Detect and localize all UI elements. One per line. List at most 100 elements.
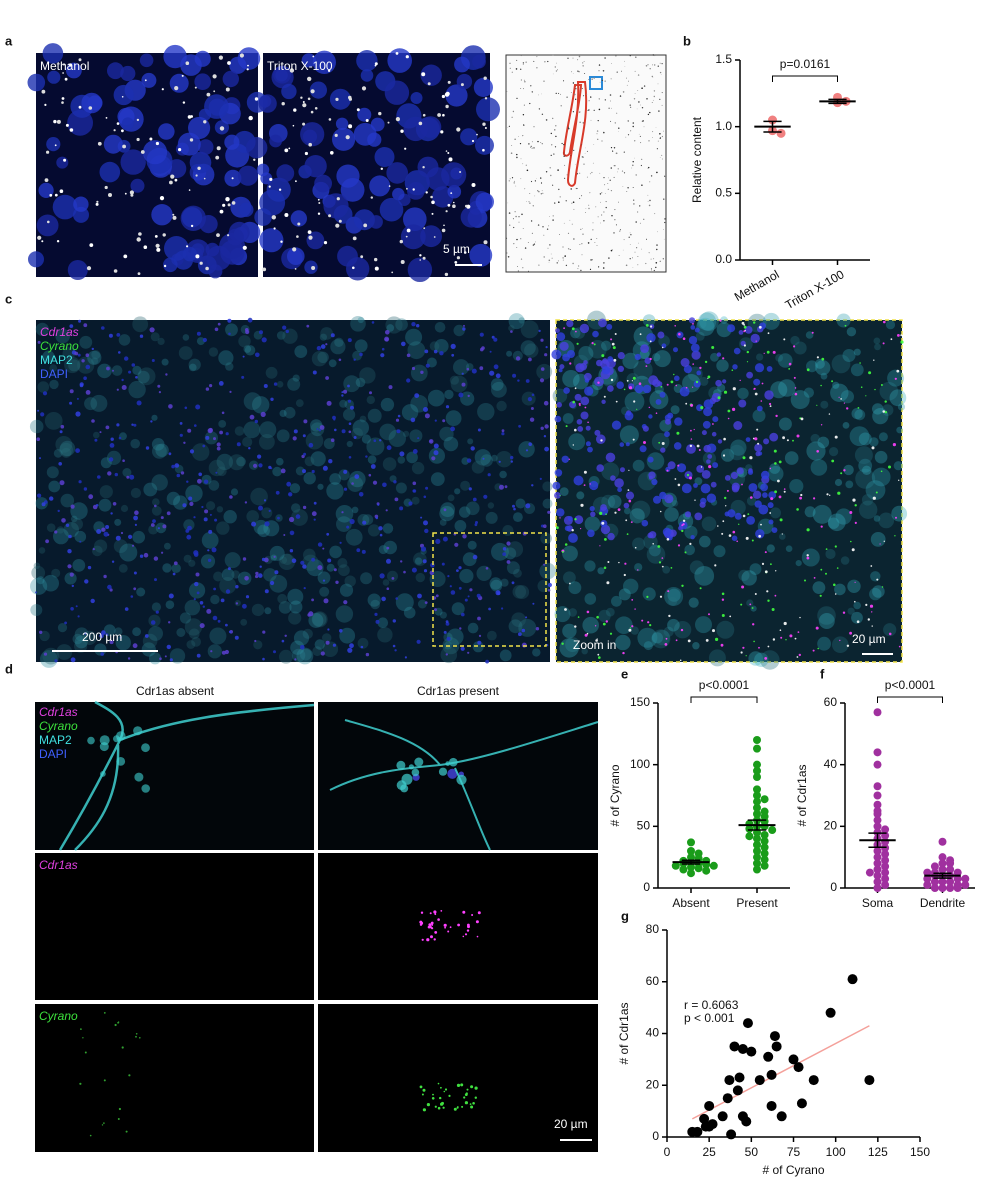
- y-tick-label: 40: [646, 1026, 660, 1040]
- speckle: [547, 582, 553, 588]
- speckle: [811, 331, 814, 334]
- speckle: [637, 569, 639, 571]
- speckle: [638, 101, 640, 103]
- speckle: [533, 60, 535, 62]
- speckle: [780, 636, 783, 639]
- image-zoom: [555, 319, 903, 663]
- speckle: [341, 391, 344, 394]
- speckle: [151, 204, 173, 226]
- speckle: [218, 55, 223, 60]
- speckle: [627, 134, 630, 136]
- speckle: [88, 494, 94, 500]
- speckle: [302, 122, 306, 126]
- data-point: [923, 880, 932, 889]
- speckle: [590, 259, 592, 261]
- speckle: [64, 77, 68, 81]
- speckle: [42, 574, 59, 592]
- speckle: [649, 111, 651, 114]
- speckle: [631, 625, 634, 628]
- speckle: [169, 180, 173, 185]
- speckle: [603, 566, 607, 570]
- speckle: [652, 137, 653, 138]
- speckle: [72, 559, 86, 572]
- speckle: [537, 224, 540, 226]
- speckle: [626, 191, 628, 192]
- speckle: [374, 147, 395, 167]
- speckle: [472, 641, 484, 653]
- speckle: [375, 516, 378, 520]
- speckle: [507, 541, 524, 558]
- speckle: [727, 509, 736, 518]
- speckle: [539, 378, 545, 383]
- speckle: [164, 236, 189, 261]
- speckle: [601, 140, 603, 142]
- speckle: [370, 117, 385, 132]
- speckle: [722, 379, 727, 384]
- speckle: [312, 612, 327, 627]
- speckle: [540, 367, 545, 371]
- speckle: [658, 110, 660, 112]
- data-point: [768, 115, 777, 125]
- speckle: [221, 650, 226, 655]
- speckle: [588, 100, 590, 102]
- speckle: [403, 570, 406, 574]
- speckle: [420, 225, 442, 248]
- speckle: [406, 228, 411, 233]
- speckle: [219, 577, 237, 594]
- speckle: [605, 206, 607, 209]
- speckle: [524, 343, 539, 358]
- speckle: [874, 450, 888, 464]
- speckle: [758, 646, 760, 649]
- speckle: [439, 505, 455, 522]
- speckle: [568, 533, 578, 543]
- speckle: [424, 349, 429, 354]
- speckle: [186, 480, 189, 483]
- speckle: [658, 561, 662, 564]
- speckle: [258, 573, 263, 578]
- data-point: [745, 824, 754, 833]
- speckle: [237, 47, 261, 70]
- speckle: [664, 494, 674, 504]
- speckle: [89, 1134, 92, 1137]
- speckle: [328, 459, 333, 464]
- speckle: [537, 140, 539, 143]
- speckle: [626, 373, 640, 386]
- speckle: [564, 154, 566, 156]
- speckle: [779, 533, 786, 540]
- speckle: [134, 510, 139, 515]
- speckle: [447, 80, 451, 84]
- panel-label: c: [5, 291, 12, 306]
- speckle: [570, 92, 572, 93]
- speckle: [434, 1105, 437, 1108]
- speckle: [647, 532, 654, 539]
- speckle: [614, 511, 617, 514]
- speckle: [663, 626, 674, 637]
- speckle: [538, 264, 540, 266]
- speckle: [640, 142, 642, 144]
- speckle: [356, 108, 360, 112]
- speckle: [675, 384, 678, 387]
- speckle: [642, 120, 644, 122]
- speckle: [239, 53, 244, 58]
- data-point: [745, 832, 754, 841]
- speckle: [439, 426, 454, 442]
- speckle: [750, 496, 753, 499]
- speckle: [584, 516, 601, 532]
- speckle: [840, 472, 843, 475]
- speckle: [578, 71, 580, 73]
- speckle: [77, 353, 81, 357]
- speckle: [690, 535, 695, 540]
- speckle: [520, 178, 522, 180]
- speckle: [433, 349, 438, 354]
- speckle: [399, 239, 403, 244]
- speckle: [443, 436, 459, 452]
- speckle: [615, 616, 633, 634]
- speckle: [176, 473, 181, 478]
- speckle: [431, 456, 436, 461]
- speckle: [881, 404, 894, 416]
- speckle: [732, 387, 736, 391]
- speckle: [294, 268, 297, 270]
- speckle: [581, 254, 583, 256]
- speckle: [572, 111, 575, 113]
- speckle: [347, 476, 364, 492]
